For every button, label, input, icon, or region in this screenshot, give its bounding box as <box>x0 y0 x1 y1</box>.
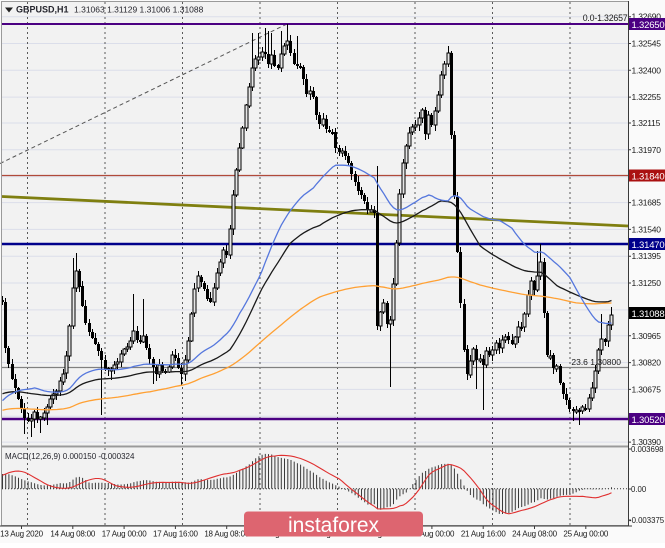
svg-text:1.32650: 1.32650 <box>632 20 665 31</box>
svg-text:MACD(12,26,9) 0.000150 -0.0003: MACD(12,26,9) 0.000150 -0.000324 <box>5 452 135 461</box>
svg-text:21 Aug 00:00: 21 Aug 00:00 <box>410 530 456 539</box>
svg-text:1.32545: 1.32545 <box>632 39 662 49</box>
svg-text:instaforex: instaforex <box>288 514 380 537</box>
svg-text:21 Aug 16:00: 21 Aug 16:00 <box>461 530 507 539</box>
svg-text:17 Aug 00:00: 17 Aug 00:00 <box>102 530 148 539</box>
svg-text:1.32115: 1.32115 <box>632 118 661 128</box>
svg-text:1.32400: 1.32400 <box>632 65 662 75</box>
svg-text:1.32690: 1.32690 <box>632 12 662 22</box>
svg-text:1.30520: 1.30520 <box>632 415 665 426</box>
svg-text:1.31540: 1.31540 <box>632 224 662 234</box>
svg-text:1.31970: 1.31970 <box>632 145 662 155</box>
svg-text:1.30965: 1.30965 <box>632 331 662 341</box>
svg-text:1.31840: 1.31840 <box>632 172 665 183</box>
svg-text:1.30675: 1.30675 <box>632 384 662 394</box>
svg-text:23.6 1.30800: 23.6 1.30800 <box>571 357 621 367</box>
svg-text:0.0-1.32657: 0.0-1.32657 <box>583 13 628 23</box>
svg-text:0.003698: 0.003698 <box>631 445 664 454</box>
svg-text:24 Aug 08:00: 24 Aug 08:00 <box>512 530 558 539</box>
svg-text:1.31685: 1.31685 <box>632 198 662 208</box>
svg-text:GBPUSD,H1: GBPUSD,H1 <box>16 5 69 15</box>
svg-text:1.30390: 1.30390 <box>632 437 662 447</box>
svg-text:1.31395: 1.31395 <box>632 251 662 261</box>
svg-text:25 Aug 00:00: 25 Aug 00:00 <box>563 530 609 539</box>
svg-text:-0.003375: -0.003375 <box>629 516 665 525</box>
svg-text:0.00: 0.00 <box>631 485 647 494</box>
svg-text:13 Aug 2020: 13 Aug 2020 <box>0 530 43 539</box>
svg-text:17 Aug 16:00: 17 Aug 16:00 <box>153 530 199 539</box>
svg-text:1.30820: 1.30820 <box>632 358 662 368</box>
svg-text:18 Aug 08:00: 18 Aug 08:00 <box>204 530 250 539</box>
svg-text:1.31063 1.31129 1.31006 1.3108: 1.31063 1.31129 1.31006 1.31088 <box>74 5 204 15</box>
svg-text:1.32255: 1.32255 <box>632 92 662 102</box>
svg-text:14 Aug 08:00: 14 Aug 08:00 <box>50 530 96 539</box>
svg-text:1.31250: 1.31250 <box>632 278 662 288</box>
svg-text:1.31088: 1.31088 <box>632 309 665 320</box>
svg-text:1.31470: 1.31470 <box>632 240 665 251</box>
